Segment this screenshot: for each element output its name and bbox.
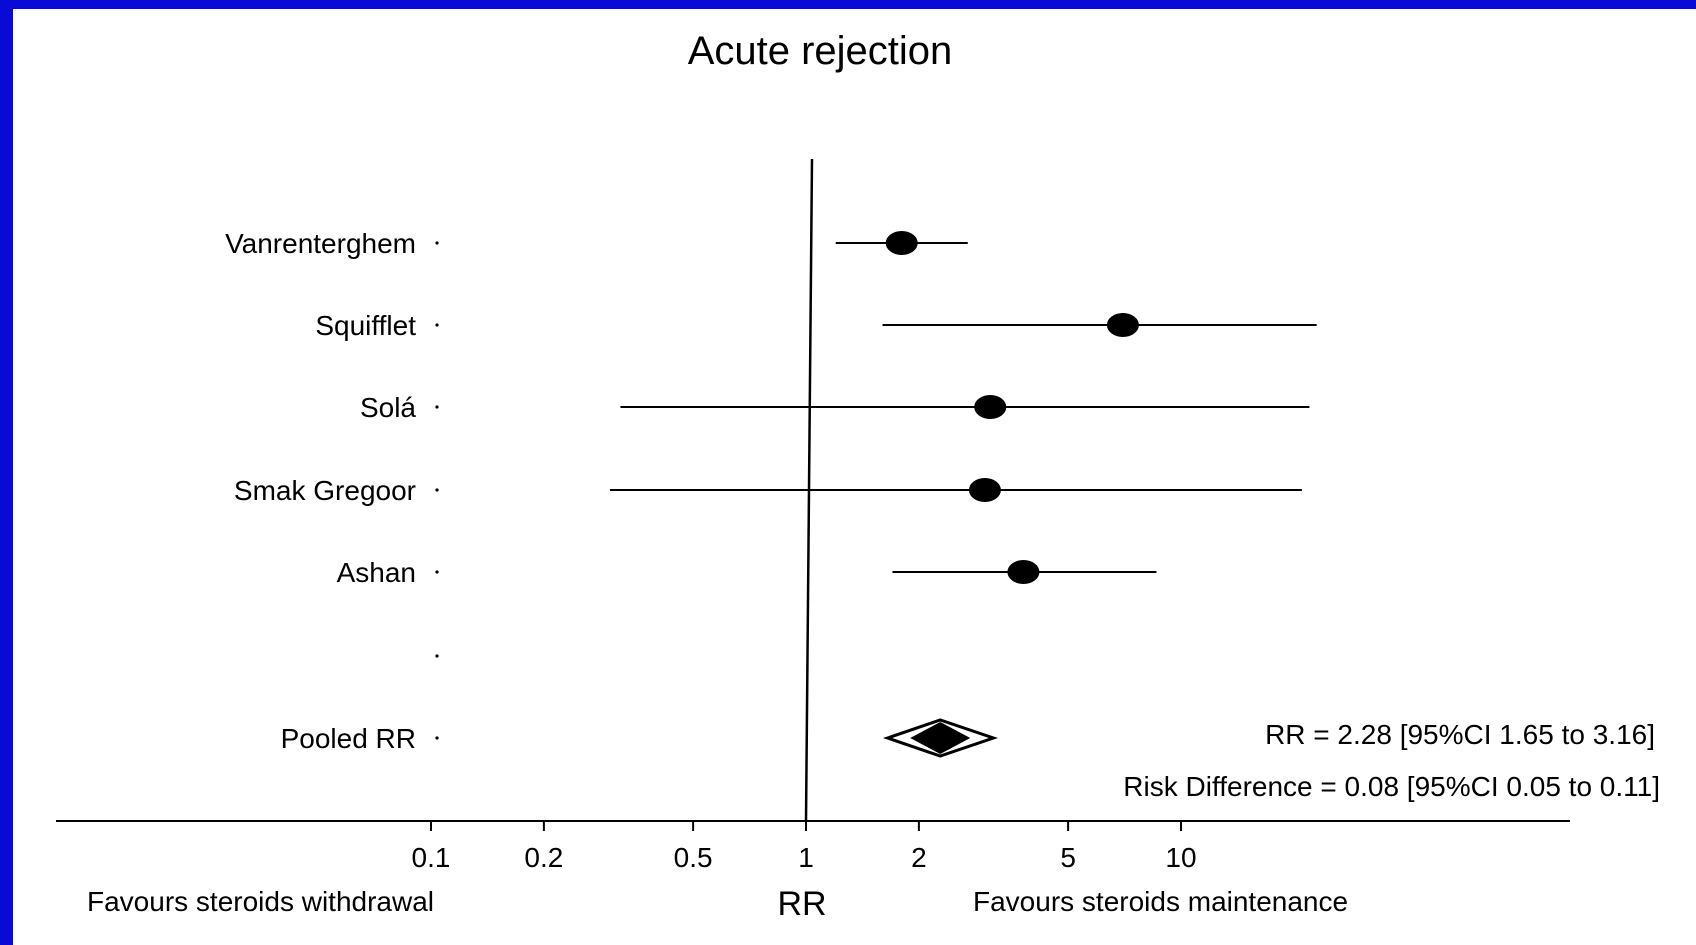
x-tick-label: 10 xyxy=(1165,842,1196,873)
study-label: Solá xyxy=(360,392,416,423)
pooled-rr-text: RR = 2.28 [95%CI 1.65 to 3.16] xyxy=(1265,719,1655,750)
pooled-row: Pooled RR xyxy=(281,718,999,758)
favours-maintenance-label: Favours steroids maintenance xyxy=(973,886,1348,917)
x-tick-label: 0.2 xyxy=(524,842,563,873)
study-label: Ashan xyxy=(337,557,416,588)
study-label: Vanrenterghem xyxy=(225,228,416,259)
row-marker-dot xyxy=(435,405,439,409)
point-estimate xyxy=(1106,313,1139,337)
x-tick-label: 0.1 xyxy=(412,842,451,873)
row-marker-dot xyxy=(435,570,439,574)
x-axis: 0.1 0.2 0.5 1 2 5 10 xyxy=(56,820,1570,873)
study-row: Smak Gregoor xyxy=(234,475,1302,506)
study-row: Vanrenterghem xyxy=(225,228,968,259)
point-estimate xyxy=(1007,560,1040,584)
x-tick-label: 0.5 xyxy=(674,842,713,873)
row-marker-dot xyxy=(435,736,439,740)
row-marker-dot xyxy=(435,323,439,327)
study-row: Squifflet xyxy=(315,310,1317,341)
row-marker-dot xyxy=(435,654,439,658)
risk-difference-text: Risk Difference = 0.08 [95%CI 0.05 to 0.… xyxy=(1123,771,1660,802)
x-axis-label: RR xyxy=(777,885,826,923)
study-label: Smak Gregoor xyxy=(234,475,416,506)
slide: Acute rejection Vanrenterghem Squifflet So… xyxy=(13,9,1696,945)
x-tick-label: 2 xyxy=(911,842,927,873)
study-row: Ashan xyxy=(337,557,1157,588)
point-estimate xyxy=(974,395,1007,419)
study-row: Solá xyxy=(360,392,1310,423)
pooled-label: Pooled RR xyxy=(281,723,416,754)
favours-withdrawal-label: Favours steroids withdrawal xyxy=(87,886,434,917)
row-marker-dot xyxy=(435,241,439,245)
x-tick-label: 5 xyxy=(1060,842,1076,873)
row-marker-dot xyxy=(435,488,439,492)
forest-plot: Acute rejection Vanrenterghem Squifflet So… xyxy=(56,29,1660,923)
point-estimate xyxy=(968,478,1001,502)
x-tick-label: 1 xyxy=(798,842,814,873)
study-label: Squifflet xyxy=(315,310,416,341)
chart-title: Acute rejection xyxy=(688,29,953,73)
point-estimate xyxy=(885,231,918,255)
study-rows: Vanrenterghem Squifflet Solá Smak Gregoor As… xyxy=(225,228,1317,758)
pooled-estimate-diamond xyxy=(910,722,971,754)
